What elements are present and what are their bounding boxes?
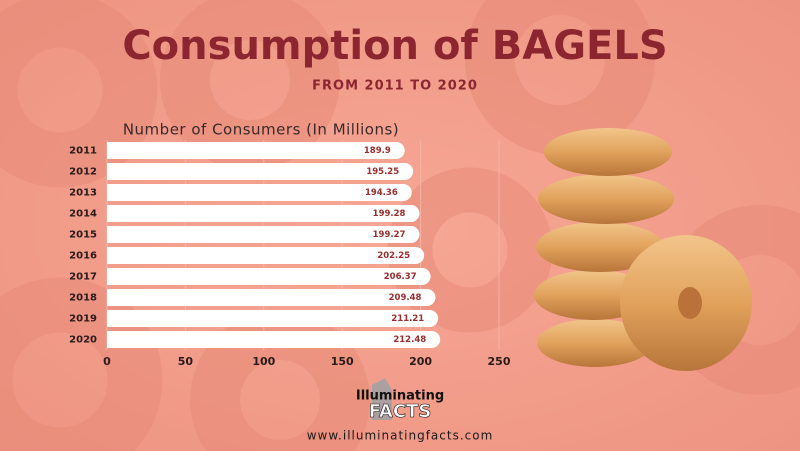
bar — [107, 331, 441, 348]
bar — [107, 205, 420, 222]
y-tick-label: 2018 — [69, 293, 97, 304]
bar — [107, 184, 412, 201]
value-label: 202.25 — [377, 251, 410, 261]
value-label: 189.9 — [364, 146, 391, 156]
y-tick-label: 2014 — [69, 209, 97, 220]
value-label: 195.25 — [366, 167, 399, 177]
chart-subtitle: FROM 2011 TO 2020 — [312, 79, 478, 94]
chart-title: Consumption of BAGELS — [122, 23, 667, 69]
bar — [107, 163, 414, 180]
y-tick-label: 2016 — [69, 251, 97, 262]
bar — [107, 226, 420, 243]
y-tick-label: 2012 — [69, 167, 97, 178]
bar — [107, 142, 405, 159]
value-label: 199.28 — [373, 209, 406, 219]
bar — [107, 289, 436, 306]
y-tick-label: 2017 — [69, 272, 97, 283]
brand-url: www.illuminatingfacts.com — [307, 429, 494, 443]
y-tick-label: 2015 — [69, 230, 97, 241]
x-tick-label: 150 — [331, 355, 354, 368]
x-tick-label: 0 — [103, 355, 111, 368]
axis-title: Number of Consumers (In Millions) — [123, 121, 399, 139]
value-label: 212.48 — [393, 335, 426, 345]
value-label: 206.37 — [384, 272, 417, 282]
value-label: 211.21 — [391, 314, 424, 324]
y-tick-label: 2013 — [69, 188, 97, 199]
bar — [107, 310, 439, 327]
brand-accent: FACTS — [369, 401, 432, 422]
value-label: 194.36 — [365, 188, 398, 198]
value-label: 209.48 — [389, 293, 422, 303]
logo: Illuminating FACTS — [356, 378, 444, 422]
bagel-stack — [534, 128, 752, 371]
y-tick-label: 2011 — [69, 146, 97, 157]
y-tick-label: 2019 — [69, 314, 97, 325]
bar — [107, 247, 425, 264]
x-tick-label: 200 — [409, 355, 432, 368]
brand-name: Illuminating — [356, 389, 444, 404]
plot: 0 50 100 150 200 250 2011 189.9 2012 195.25 2013 19… — [69, 140, 511, 368]
x-tick-label: 100 — [252, 355, 275, 368]
bar — [107, 268, 431, 285]
x-tick-label: 50 — [178, 355, 194, 368]
x-tick-label: 250 — [488, 355, 511, 368]
value-label: 199.27 — [373, 230, 406, 240]
y-tick-label: 2020 — [69, 335, 97, 346]
